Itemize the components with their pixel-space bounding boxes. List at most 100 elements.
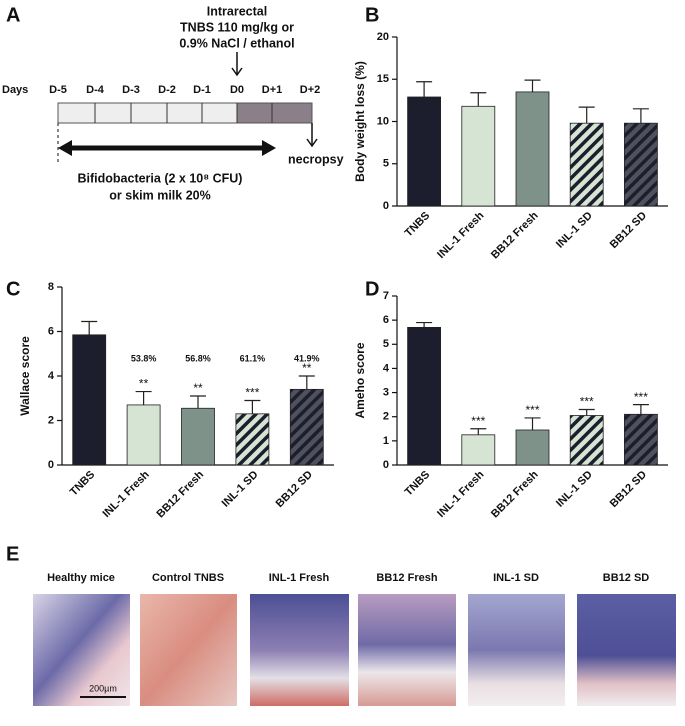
error-bar — [416, 81, 433, 97]
x-tick-label: BB12 Fresh — [489, 209, 541, 261]
arrow-head — [306, 138, 318, 148]
error-bar — [298, 375, 315, 390]
y-tick-label: 4 — [383, 362, 390, 374]
bar — [461, 434, 496, 466]
y-axis-label: Wallace score — [18, 336, 32, 416]
x-tick-label: BB12 Fresh — [489, 468, 541, 520]
percent-label: 61.1% — [240, 353, 266, 363]
histology-label: BB12 Fresh — [376, 572, 437, 584]
percent-label: 41.9% — [294, 353, 320, 363]
error-bar — [632, 108, 649, 124]
error-bar — [190, 395, 206, 409]
day-label: D-1 — [193, 84, 211, 96]
error-bar — [416, 321, 433, 328]
bar — [72, 334, 107, 466]
x-tick-label: INL-1 SD — [554, 210, 595, 251]
x-tick-label: INL-1 SD — [220, 469, 261, 510]
histology-image — [358, 594, 456, 706]
histology-label: Healthy mice — [47, 572, 115, 584]
y-tick-label: 10 — [377, 115, 389, 127]
error-bar — [244, 399, 261, 414]
x-tick-label: BB12 SD — [608, 210, 649, 251]
y-tick-label: 5 — [383, 158, 389, 170]
histology-label: INL-1 Fresh — [269, 572, 330, 584]
injection-text: Intrarectal — [207, 4, 267, 18]
bar — [624, 413, 658, 466]
percent-label: 53.8% — [131, 353, 157, 363]
error-bar — [135, 390, 152, 405]
panel-letter: D — [365, 278, 379, 300]
arrow-head — [231, 67, 243, 77]
injection-text: 0.9% NaCl / ethanol — [179, 36, 294, 50]
significance: ** — [193, 381, 203, 395]
histology-image — [468, 594, 565, 706]
histology-image — [250, 594, 349, 706]
bar — [515, 91, 550, 207]
timeline-bar — [57, 102, 238, 124]
histology-image — [33, 594, 130, 706]
day-label: D-5 — [49, 84, 67, 96]
y-tick-label: 7 — [383, 290, 389, 302]
y-tick-label: 2 — [383, 411, 389, 423]
x-tick-label: BB12 SD — [274, 469, 315, 510]
y-axis-label: Body weight loss (%) — [353, 61, 367, 182]
x-tick-label: INL-1 SD — [554, 469, 595, 510]
bar — [181, 407, 215, 466]
treatment-text: or skim milk 20% — [109, 188, 210, 202]
y-axis-label: Ameho score — [353, 342, 367, 418]
histology-image — [577, 594, 676, 706]
y-tick-label: 0 — [383, 200, 389, 212]
bar — [407, 96, 442, 207]
scale-bar-label: 200µm — [89, 683, 117, 693]
day-label: D-3 — [122, 84, 140, 96]
days-label: Days — [2, 84, 28, 96]
panel-letter: C — [6, 278, 20, 300]
day-label: D+1 — [262, 84, 283, 96]
x-tick-label: TNBS — [403, 469, 433, 499]
bar — [624, 122, 658, 207]
error-bar — [524, 417, 541, 430]
y-tick-label: 4 — [48, 370, 55, 382]
bar — [569, 415, 604, 466]
y-tick-label: 20 — [377, 31, 389, 43]
day-label: D-4 — [86, 84, 105, 96]
panel-letter: A — [6, 4, 20, 26]
significance: *** — [245, 386, 259, 400]
error-bar — [81, 320, 98, 335]
y-tick-label: 0 — [383, 459, 389, 471]
significance: *** — [471, 414, 485, 428]
y-tick-label: 5 — [383, 338, 389, 350]
error-bar — [632, 404, 649, 415]
timeline-bar — [236, 102, 313, 124]
days: D-5 D-4 D-3 D-2 D-1 D0 D+1 D+2 — [49, 84, 320, 123]
x-tick-label: TNBS — [403, 210, 433, 240]
significance: ** — [302, 361, 312, 375]
percent-label: 56.8% — [185, 353, 211, 363]
y-tick-label: 8 — [48, 281, 54, 293]
bar — [289, 388, 324, 466]
timeline: Intrarectal TNBS 110 mg/kg or 0.9% NaCl … — [2, 4, 344, 202]
bar — [407, 326, 442, 466]
error-bar — [578, 106, 595, 124]
x-tick-label: BB12 SD — [608, 469, 649, 510]
histology-label: BB12 SD — [603, 572, 650, 584]
day-label: D0 — [230, 84, 244, 96]
error-bar — [470, 92, 487, 107]
histology: Healthy mice Control TNBS INL-1 Fresh BB… — [33, 572, 676, 706]
significance: *** — [580, 395, 594, 409]
bar — [515, 429, 550, 466]
x-tick-label: TNBS — [68, 469, 98, 499]
histology-label: INL-1 SD — [493, 572, 539, 584]
y-tick-label: 6 — [48, 325, 54, 337]
y-tick-label: 1 — [383, 435, 389, 447]
bar — [461, 105, 496, 207]
y-tick-label: 3 — [383, 386, 389, 398]
y-tick-label: 0 — [48, 459, 54, 471]
y-tick-label: 2 — [48, 414, 54, 426]
y-tick-label: 6 — [383, 314, 389, 326]
bar — [126, 404, 161, 466]
panel-letter: B — [365, 4, 379, 26]
error-bar — [578, 408, 595, 416]
endpoint: necropsy — [288, 152, 344, 166]
error-bar — [470, 428, 487, 435]
